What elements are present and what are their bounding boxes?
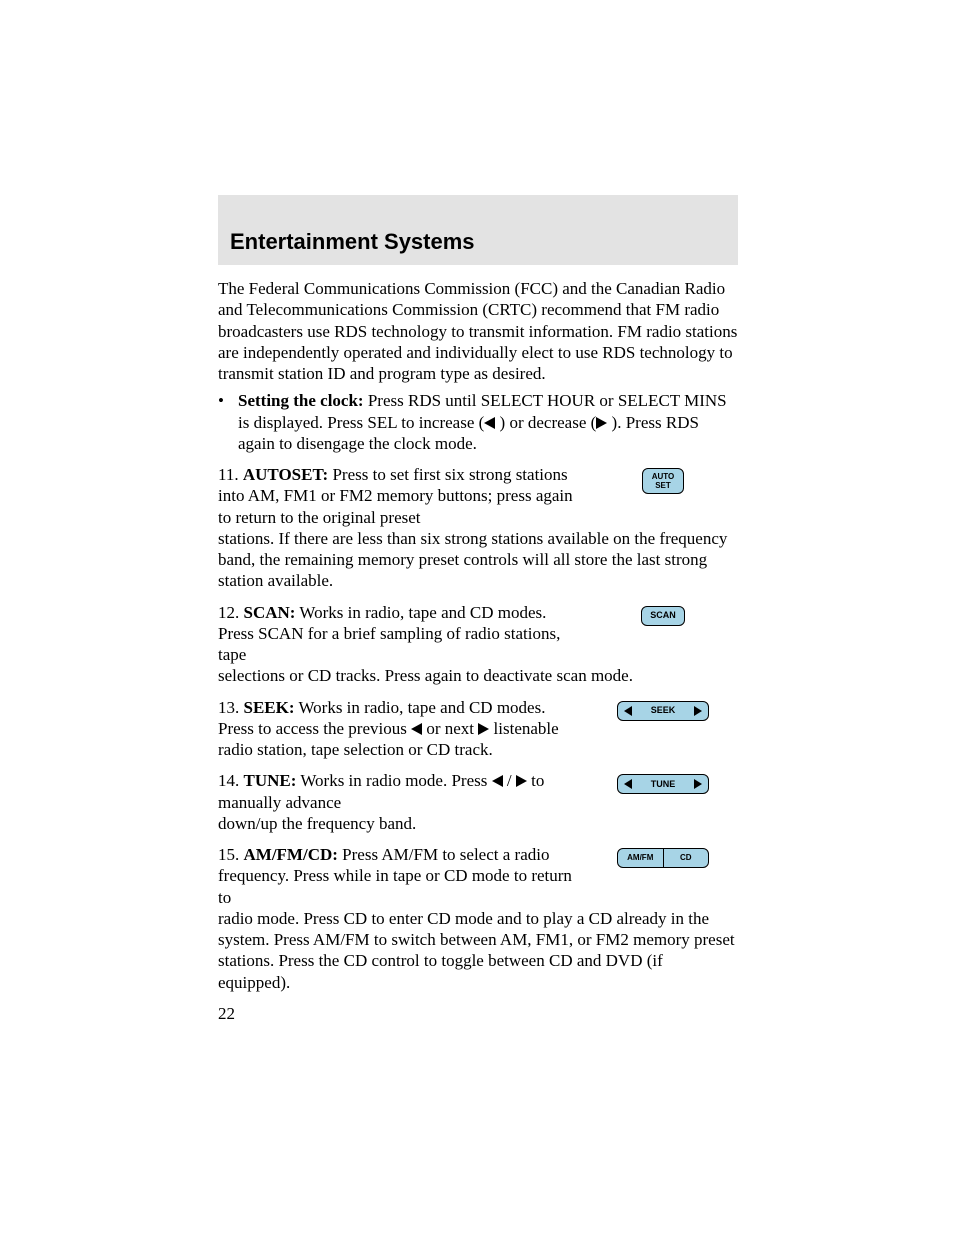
item-tune-text: 14. TUNE: Works in radio mode. Press / t… xyxy=(218,770,588,813)
triangle-right-icon xyxy=(516,775,527,787)
item-label: AUTOSET: xyxy=(243,465,328,484)
bullet-text-mid: ) or decrease ( xyxy=(495,413,596,432)
bullet-body: Setting the clock: Press RDS until SELEC… xyxy=(238,390,738,454)
amfmcd-button-graphic: AM/FM CD xyxy=(617,848,709,868)
item-label: TUNE: xyxy=(244,771,297,790)
tune-button-graphic: TUNE xyxy=(617,774,709,794)
scan-button-graphic: SCAN xyxy=(641,606,685,626)
item-autoset-text: 11. AUTOSET: Press to set first six stro… xyxy=(218,464,588,528)
item-seek-cont: radio station, tape selection or CD trac… xyxy=(218,739,738,760)
triangle-right-icon xyxy=(694,706,702,716)
triangle-left-icon xyxy=(624,779,632,789)
item-amfmcd: 15. AM/FM/CD: Press AM/FM to select a ra… xyxy=(218,844,738,908)
item-autoset: 11. AUTOSET: Press to set first six stro… xyxy=(218,464,738,528)
item-label: SEEK: xyxy=(244,698,295,717)
item-label: AM/FM/CD: xyxy=(244,845,338,864)
item-lead-b: or next xyxy=(422,719,478,738)
body-content: The Federal Communications Commission (F… xyxy=(218,278,738,993)
autoset-line1: AUTO xyxy=(652,472,675,481)
item-tune-cont: down/up the frequency band. xyxy=(218,813,738,834)
autoset-button-graphic: AUTO SET xyxy=(642,468,684,494)
page: Entertainment Systems The Federal Commun… xyxy=(0,0,954,1235)
item-amfmcd-cont: radio mode. Press CD to enter CD mode an… xyxy=(218,908,738,993)
amfm-label: AM/FM xyxy=(618,853,663,863)
cd-label: CD xyxy=(664,853,709,863)
figure-seek: SEEK xyxy=(588,697,738,721)
item-autoset-cont: stations. If there are less than six str… xyxy=(218,528,738,592)
item-lead-b: / xyxy=(503,771,516,790)
triangle-left-icon xyxy=(411,723,422,735)
autoset-line2: SET xyxy=(655,481,671,490)
scan-label: SCAN xyxy=(650,610,676,621)
bullet-setting-clock: • Setting the clock: Press RDS until SEL… xyxy=(218,390,738,454)
bullet-marker: • xyxy=(218,390,238,454)
item-scan-text: 12. SCAN: Works in radio, tape and CD mo… xyxy=(218,602,588,666)
item-number: 12. xyxy=(218,603,239,622)
bullet-label: Setting the clock: xyxy=(238,391,364,410)
item-tune: 14. TUNE: Works in radio mode. Press / t… xyxy=(218,770,738,813)
item-label: SCAN: xyxy=(244,603,296,622)
figure-tune: TUNE xyxy=(588,770,738,794)
seek-button-graphic: SEEK xyxy=(617,701,709,721)
section-header-band: Entertainment Systems xyxy=(218,195,738,265)
triangle-right-icon xyxy=(596,417,607,429)
item-seek: 13. SEEK: Works in radio, tape and CD mo… xyxy=(218,697,738,740)
triangle-left-icon xyxy=(484,417,495,429)
item-scan: 12. SCAN: Works in radio, tape and CD mo… xyxy=(218,602,738,666)
seek-label: SEEK xyxy=(651,705,676,716)
figure-scan: SCAN xyxy=(588,602,738,626)
item-lead-c: listenable xyxy=(489,719,558,738)
item-lead-a: Works in radio mode. Press xyxy=(296,771,491,790)
intro-paragraph: The Federal Communications Commission (F… xyxy=(218,278,738,384)
item-number: 13. xyxy=(218,698,239,717)
figure-amfmcd: AM/FM CD xyxy=(588,844,738,868)
figure-autoset: AUTO SET xyxy=(588,464,738,494)
triangle-left-icon xyxy=(624,706,632,716)
item-number: 15. xyxy=(218,845,239,864)
section-title: Entertainment Systems xyxy=(230,229,475,255)
item-number: 14. xyxy=(218,771,239,790)
triangle-left-icon xyxy=(492,775,503,787)
page-number: 22 xyxy=(218,1004,235,1024)
item-amfmcd-text: 15. AM/FM/CD: Press AM/FM to select a ra… xyxy=(218,844,588,908)
triangle-right-icon xyxy=(478,723,489,735)
item-scan-cont: selections or CD tracks. Press again to … xyxy=(218,665,738,686)
triangle-right-icon xyxy=(694,779,702,789)
item-seek-text: 13. SEEK: Works in radio, tape and CD mo… xyxy=(218,697,588,740)
item-number: 11. xyxy=(218,465,239,484)
tune-label: TUNE xyxy=(651,779,676,790)
